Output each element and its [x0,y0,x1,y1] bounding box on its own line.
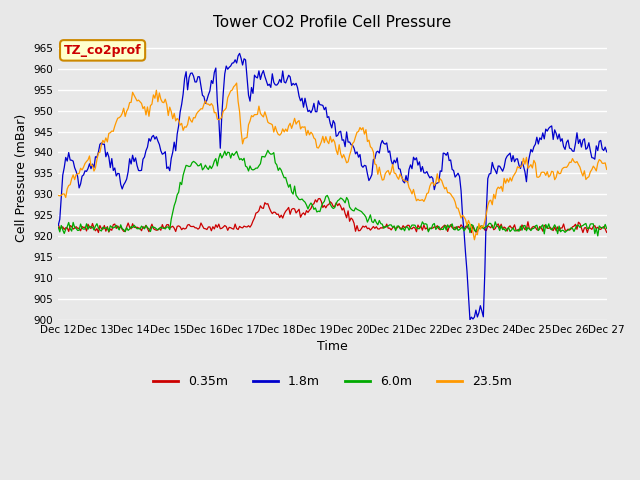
Title: Tower CO2 Profile Cell Pressure: Tower CO2 Profile Cell Pressure [213,15,452,30]
Text: TZ_co2prof: TZ_co2prof [64,44,141,57]
X-axis label: Time: Time [317,340,348,353]
Legend: 0.35m, 1.8m, 6.0m, 23.5m: 0.35m, 1.8m, 6.0m, 23.5m [148,370,517,393]
Y-axis label: Cell Pressure (mBar): Cell Pressure (mBar) [15,113,28,241]
